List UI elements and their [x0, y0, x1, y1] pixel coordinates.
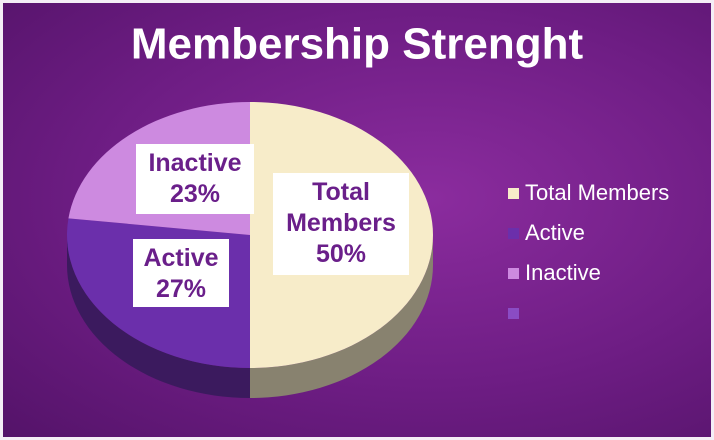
pie-side: [67, 235, 250, 398]
pie-side: [250, 235, 433, 398]
data-label: Active 27%: [133, 239, 229, 307]
legend-swatch: [508, 228, 519, 239]
legend-swatch: [508, 268, 519, 279]
legend-label: Active: [525, 220, 585, 245]
data-label: Inactive 23%: [136, 144, 254, 214]
chart-title: Membership Strenght: [131, 20, 584, 69]
data-label-value: 50%: [315, 240, 367, 268]
data-label-value: 27%: [155, 275, 207, 303]
data-label-category: Inactive: [148, 149, 242, 177]
data-label-category: Active: [143, 244, 219, 272]
data-label-category: Total Members: [286, 178, 396, 237]
legend-label: Total Members: [525, 180, 669, 205]
data-label-value: 23%: [169, 180, 221, 208]
legend-swatch: [508, 308, 519, 319]
legend-swatch: [508, 188, 519, 199]
legend-label: Inactive: [525, 260, 601, 285]
data-label: Total Members 50%: [273, 173, 409, 275]
